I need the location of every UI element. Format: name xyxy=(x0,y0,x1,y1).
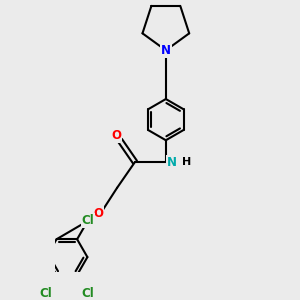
Text: O: O xyxy=(94,207,103,220)
Text: N: N xyxy=(167,155,177,169)
Text: Cl: Cl xyxy=(82,214,94,227)
Text: H: H xyxy=(182,157,191,167)
Text: Cl: Cl xyxy=(39,287,52,300)
Text: N: N xyxy=(161,44,171,57)
Text: O: O xyxy=(111,129,121,142)
Text: Cl: Cl xyxy=(82,287,94,300)
